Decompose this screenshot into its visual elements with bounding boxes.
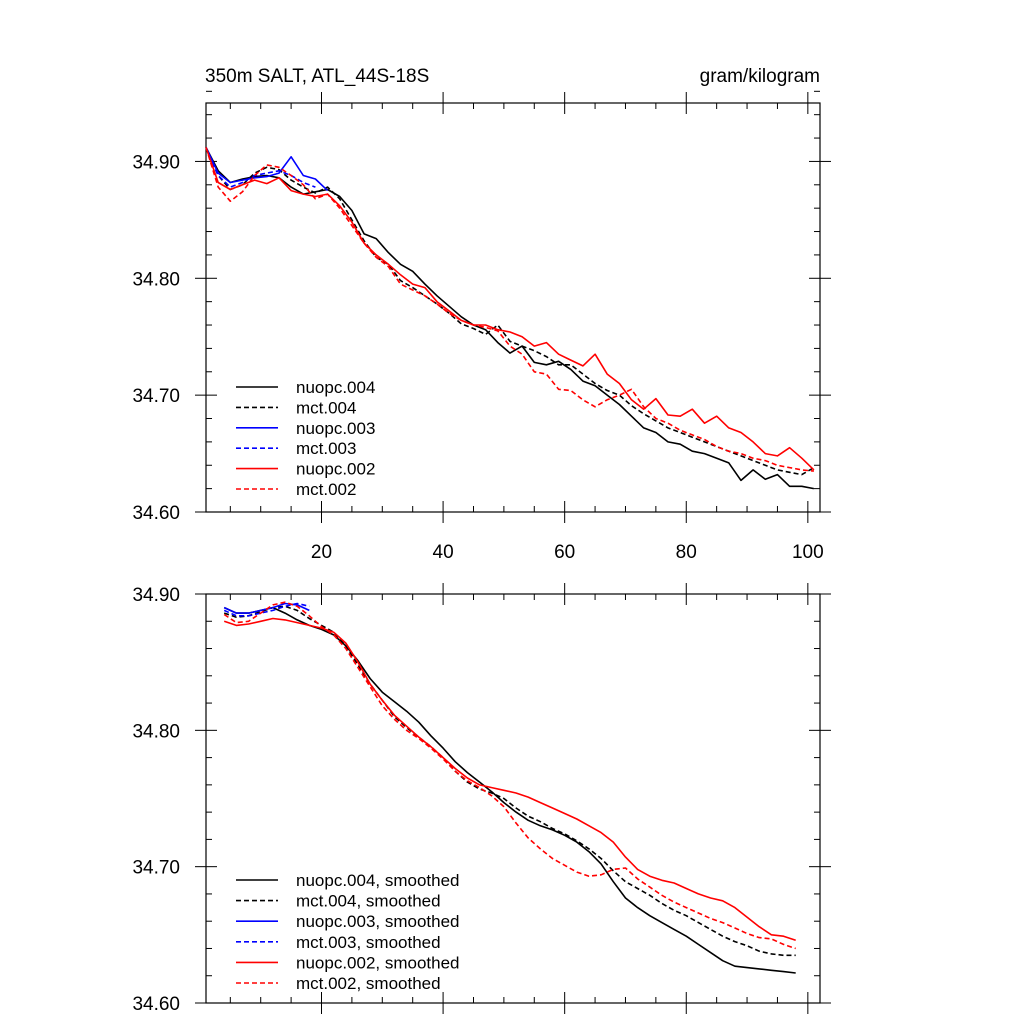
x-tick-label: 80: [676, 542, 697, 563]
top-panel: 350m SALT, ATL_44S-18S gram/kilogram 20 4…: [132, 66, 831, 563]
series-line-nuopc-002: [205, 147, 815, 471]
legend-label: mct.004: [296, 398, 356, 417]
series-line-mct-003-smoothed: [223, 602, 310, 617]
top-title: 350m SALT, ATL_44S-18S: [205, 66, 429, 87]
legend-label: nuopc.003: [296, 419, 375, 438]
series-line-nuopc-004-smoothed: [223, 606, 796, 974]
bottom-panel: 34.60 34.70 34.80 34.90 nuopc.004, smoothed…: [132, 583, 831, 1015]
y-tick-label: 34.60: [132, 503, 180, 524]
legend-label: nuopc.003, smoothed: [296, 912, 460, 931]
y-tick-label: 34.60: [132, 994, 180, 1015]
top-ticks: 20 40 60 80 100 34.60 34.70 34.80 34.90: [132, 90, 831, 563]
top-plot-frame: [205, 102, 821, 513]
legend-label: nuopc.002: [296, 460, 375, 479]
legend-label: mct.002, smoothed: [296, 974, 441, 993]
y-tick-label: 34.80: [132, 721, 180, 742]
x-tick-label: 40: [433, 542, 454, 563]
series-line-mct-002-smoothed: [223, 601, 796, 950]
x-tick-label: 60: [554, 542, 575, 563]
x-tick-label: 20: [311, 542, 332, 563]
legend-label: nuopc.004: [296, 378, 375, 397]
top-series: [205, 147, 815, 490]
y-tick-label: 34.70: [132, 858, 180, 879]
legend-label: nuopc.002, smoothed: [296, 953, 460, 972]
y-tick-label: 34.90: [132, 585, 180, 606]
y-tick-label: 34.70: [132, 386, 180, 407]
y-tick-label: 34.90: [132, 152, 180, 173]
legend-label: mct.002: [296, 480, 356, 499]
legend-label: nuopc.004, smoothed: [296, 871, 460, 890]
legend-label: mct.003: [296, 439, 356, 458]
top-units: gram/kilogram: [700, 66, 820, 87]
series-line-mct-003: [205, 147, 316, 188]
legend-label: mct.003, smoothed: [296, 933, 441, 952]
bottom-series: [223, 601, 796, 974]
legend-label: mct.004, smoothed: [296, 892, 441, 911]
bottom-ticks: 34.60 34.70 34.80 34.90: [132, 583, 831, 1015]
series-line-mct-004-smoothed: [223, 605, 796, 957]
x-tick-label: 100: [792, 542, 824, 563]
series-line-nuopc-002-smoothed: [223, 617, 796, 942]
series-line-nuopc-003: [205, 147, 329, 192]
series-line-mct-002: [205, 147, 814, 472]
bottom-plot-frame: [205, 593, 821, 1004]
series-line-nuopc-004: [205, 147, 815, 490]
y-tick-label: 34.80: [132, 269, 180, 290]
